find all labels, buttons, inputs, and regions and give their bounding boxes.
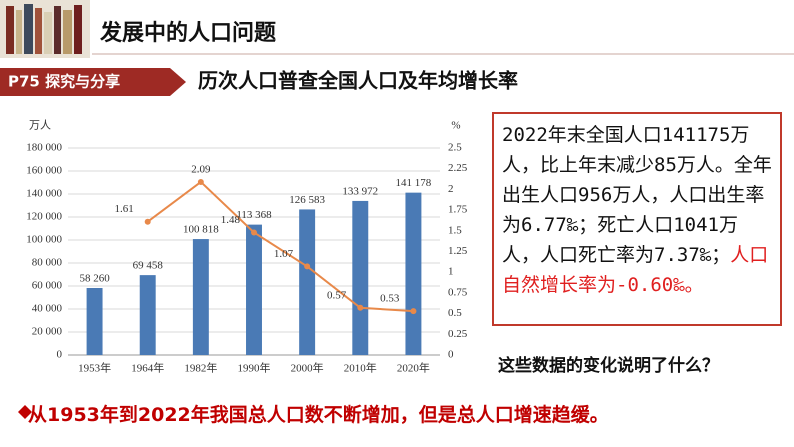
y-tick-label: 180 000 <box>26 142 62 154</box>
line-value-label: 2.09 <box>191 163 211 175</box>
bar-value-label: 58 260 <box>79 273 110 285</box>
y2-tick-label: 2.5 <box>448 142 462 154</box>
x-tick-label: 2000年 <box>291 361 324 375</box>
y2-tick-label: 0.5 <box>448 307 462 319</box>
y-tick-label: 40 000 <box>32 303 63 315</box>
y2-tick-label: 1.5 <box>448 224 462 236</box>
bar <box>299 209 316 355</box>
y-axis-label: 万人 <box>29 119 51 132</box>
x-tick-label: 1982年 <box>184 361 217 375</box>
bar <box>352 200 369 355</box>
chart-title: 历次人口普查全国人口及年均增长率 <box>198 69 518 93</box>
question: 这些数据的变化说明了什么？ <box>498 356 719 376</box>
y-tick-label: 60 000 <box>32 280 63 292</box>
bar <box>86 288 103 355</box>
y-tick-label: 160 000 <box>26 165 62 177</box>
x-tick-label: 2010年 <box>344 361 377 375</box>
line-marker <box>197 178 204 185</box>
bar-value-label: 69 458 <box>133 260 164 272</box>
y-tick-label: 100 000 <box>26 234 62 246</box>
bar <box>192 239 209 355</box>
y-tick-label: 120 000 <box>26 211 62 223</box>
y2-tick-label: 1.75 <box>448 204 468 216</box>
bar <box>405 192 422 355</box>
line-value-label: 0.53 <box>380 293 400 305</box>
y2-axis-label: % <box>451 120 460 132</box>
x-tick-label: 1953年 <box>78 361 111 375</box>
line-value-label: 1.61 <box>114 203 133 215</box>
info-highlight: 人口自然增长率为-0.60‰。 <box>502 244 769 296</box>
books-icon <box>0 0 90 58</box>
bar-value-label: 133 972 <box>342 185 378 197</box>
y2-tick-label: 1 <box>448 266 454 278</box>
y-tick-label: 20 000 <box>32 326 63 338</box>
x-tick-label: 1990年 <box>238 361 271 375</box>
bar <box>139 275 156 355</box>
line-marker <box>251 229 257 236</box>
info-box: 2022年末全国人口141175万人，比上年末减少85万人。全年出生人口956万… <box>492 112 782 326</box>
line-marker <box>144 218 151 225</box>
line <box>147 180 414 313</box>
section-tag <box>0 68 186 96</box>
bar-value-label: 113 368 <box>236 209 272 221</box>
x-tick-label: 1964年 <box>131 361 164 375</box>
info-text: 2022年末全国人口141175万人，比上年末减少85万人。全年出生人口956万… <box>502 124 772 266</box>
slide-title: 发展中的人口问题 <box>99 20 277 46</box>
conclusion: 从1953年到2022年我国总人口数不断增加，但是总人口增速趋缓。 <box>28 404 609 426</box>
line-value-label: 0.57 <box>327 289 347 301</box>
bar-value-label: 141 178 <box>396 177 432 189</box>
line-value-label: 1.48 <box>221 214 241 226</box>
y2-tick-label: 0.25 <box>448 328 468 340</box>
y-tick-label: 80 000 <box>32 257 63 269</box>
x-tick-label: 2020年 <box>397 361 430 375</box>
section-label: P75 探究与分享 <box>8 73 120 91</box>
line-marker <box>410 308 417 315</box>
bar <box>246 224 262 355</box>
line-marker <box>304 263 311 270</box>
y-tick-label: 0 <box>57 349 63 361</box>
bar-value-label: 126 583 <box>289 194 325 206</box>
y2-tick-label: 0 <box>448 349 454 361</box>
y-tick-label: 140 000 <box>26 188 62 200</box>
line-marker <box>357 304 364 311</box>
bullet <box>18 405 32 419</box>
line-value-label: 1.07 <box>274 248 294 260</box>
y2-tick-label: 1.25 <box>448 245 468 257</box>
bar-value-label: 100 818 <box>183 224 219 236</box>
y2-tick-label: 2 <box>448 183 454 195</box>
y2-tick-label: 0.75 <box>448 286 468 298</box>
y2-tick-label: 2.25 <box>448 162 468 174</box>
